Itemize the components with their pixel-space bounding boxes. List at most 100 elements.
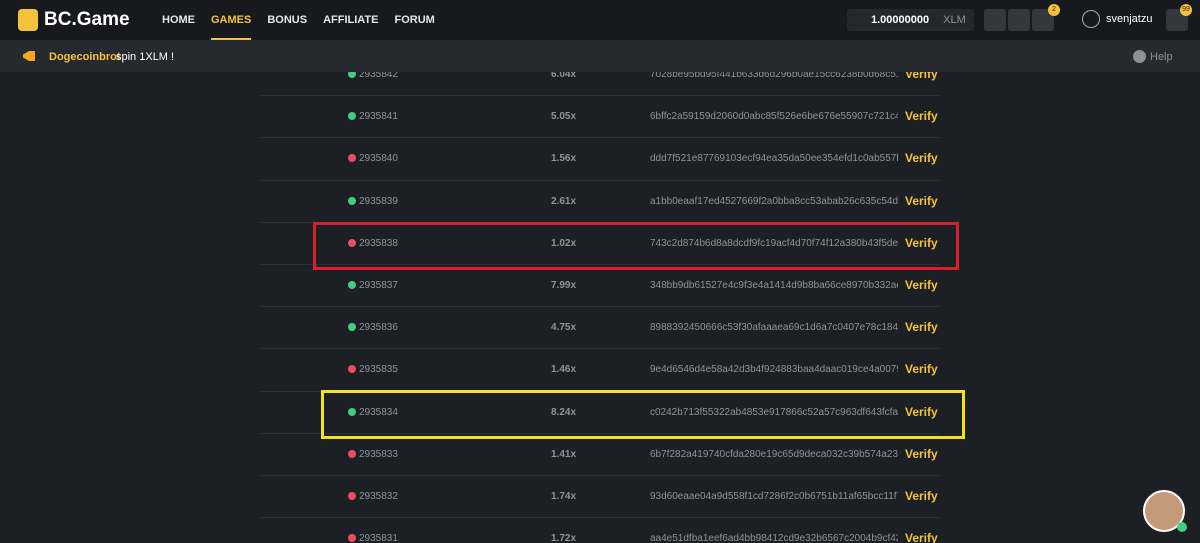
hash: c0242b713f55322ab4853e917866c52a57c963df… <box>650 406 898 418</box>
game-id[interactable]: 2935842 <box>359 72 398 80</box>
header: BC.Game HOME GAMES BONUS AFFILIATE FORUM 1.0… <box>0 0 1200 40</box>
game-id[interactable]: 2935831 <box>359 533 398 543</box>
notification-badge: 2 <box>1048 4 1060 16</box>
status-dot <box>348 112 356 121</box>
announcement-user: Dogecoinbrot <box>49 51 121 63</box>
username: svenjatzu <box>1106 13 1153 25</box>
verify-button[interactable]: Verify <box>905 193 938 208</box>
status-dot <box>348 238 356 247</box>
balance[interactable]: 1.00000000 XLM <box>847 9 974 31</box>
payout: 1.74x <box>551 491 577 502</box>
history-row: 2935839 2.61x a1bb0eaaf17ed4527669f2a0bba8… <box>260 181 940 223</box>
hash: 93d60eaae04a9d558f1cd7286f2c0b6751b11af6… <box>650 491 898 502</box>
history-row: 2935836 4.75x 8988392450666c53f30afaaaea69… <box>260 307 940 350</box>
verify-button[interactable]: Verify <box>905 72 938 81</box>
verify-button[interactable]: Verify <box>905 362 938 377</box>
status-dot <box>348 72 356 78</box>
payout: 1.72x <box>551 533 577 543</box>
history-row: 2935835 1.46x 9e4d6546d4e58a42d3b4f924883b… <box>260 349 940 392</box>
game-id[interactable]: 2935836 <box>359 322 398 334</box>
status-dot <box>348 492 356 500</box>
game-id[interactable]: 2935832 <box>359 491 398 502</box>
status-dot <box>348 323 356 332</box>
verify-button[interactable]: Verify <box>905 320 938 335</box>
hash: 7028be95bd95f441b633d6d296b0ae15cc6238b0… <box>650 72 898 80</box>
game-id[interactable]: 2935833 <box>359 448 398 460</box>
logo[interactable]: BC.Game <box>18 9 130 31</box>
game-id[interactable]: 2935838 <box>359 237 398 249</box>
user-menu[interactable]: svenjatzu <box>1082 10 1152 28</box>
history-row: 2935840 1.56x ddd7f521e87769103ecf94ea35da… <box>260 138 940 181</box>
game-id[interactable]: 2935839 <box>359 195 398 207</box>
hash: 6b7f282a419740cfda280e19c65d9deca032c39b… <box>650 448 898 460</box>
mail-button[interactable] <box>1032 9 1054 31</box>
nav-item[interactable]: AFFILIATE <box>323 14 379 26</box>
verify-button[interactable]: Verify <box>905 151 938 166</box>
payout: 1.41x <box>551 448 577 460</box>
verify-button[interactable]: Verify <box>905 278 938 292</box>
highlight-box <box>321 390 965 439</box>
payout: 2.61x <box>551 195 577 207</box>
status-dot <box>348 534 356 543</box>
status-dot <box>348 196 356 205</box>
nav-item[interactable]: FORUM <box>394 14 435 26</box>
history-row: 2935841 5.05x 6bffc2a59159d2060d0abc85f526… <box>260 96 940 139</box>
payout: 6.04x <box>551 72 577 80</box>
speaker-icon <box>23 51 35 61</box>
history-row: 2935833 1.41x 6b7f282a419740cfda280e19c65d… <box>260 434 940 476</box>
highlight-box <box>313 222 959 270</box>
history-row: 2935831 1.72x aa4e51dfba1eef6ad4bb98412cd9… <box>260 518 940 543</box>
status-dot <box>348 281 356 289</box>
wallet-button[interactable] <box>984 9 1006 31</box>
verify-button[interactable]: Verify <box>905 235 938 250</box>
hash: 743c2d874b6d8a8dcdf9fc19acf4d70f74f12a38… <box>650 237 898 249</box>
payout: 5.05x <box>551 111 577 123</box>
history-row: 2935838 1.02x 743c2d874b6d8a8dcdf9fc19acf4… <box>260 223 940 265</box>
currency: XLM <box>943 14 966 26</box>
bell-button[interactable] <box>1008 9 1030 31</box>
hash: a1bb0eaaf17ed4527669f2a0bba8cc53abab26c6… <box>650 195 898 207</box>
game-id[interactable]: 2935837 <box>359 280 398 291</box>
nav-item[interactable]: HOME <box>162 14 195 26</box>
game-id[interactable]: 2935834 <box>359 406 398 418</box>
hash: ddd7f521e87769103ecf94ea35da50ee354efd1c… <box>650 153 898 165</box>
payout: 7.99x <box>551 280 577 291</box>
hash: 6bffc2a59159d2060d0abc85f526e6be676e5590… <box>650 111 898 123</box>
status-dot <box>348 407 356 416</box>
verify-button[interactable]: Verify <box>905 109 938 124</box>
balance-amount: 1.00000000 <box>871 14 930 26</box>
history-row: 2935842 6.04x 7028be95bd95f441b633d6d296b0… <box>260 72 940 97</box>
hash: 8988392450666c53f30afaaaea69c1d6a7c0407e… <box>650 322 898 334</box>
nav-item[interactable]: GAMES <box>211 0 252 40</box>
verify-button[interactable]: Verify <box>905 404 938 419</box>
game-id[interactable]: 2935840 <box>359 153 398 165</box>
help-link[interactable]: Help <box>1150 51 1173 63</box>
logo-text: BC.Game <box>44 9 130 30</box>
history-table: 2935842 6.04x 7028be95bd95f441b633d6d296b0… <box>0 72 1200 543</box>
history-row: 2935837 7.99x 348bb9db61527e4c9f3e4a1414d9… <box>260 265 940 308</box>
verify-button[interactable]: Verify <box>905 446 938 461</box>
verify-button[interactable]: Verify <box>905 489 938 503</box>
status-dot <box>348 154 356 163</box>
nav-item[interactable]: BONUS <box>267 14 308 26</box>
game-id[interactable]: 2935835 <box>359 364 398 376</box>
hash: 9e4d6546d4e58a42d3b4f924883baa4daac019ce… <box>650 364 898 376</box>
payout: 8.24x <box>551 406 577 418</box>
announcement-text: spin 1XLM ! <box>116 51 175 63</box>
support-avatar[interactable] <box>1143 490 1187 532</box>
hash: 348bb9db61527e4c9f3e4a1414d9b8ba66ce8970… <box>650 280 898 291</box>
nav: HOME GAMES BONUS AFFILIATE FORUM <box>162 0 435 40</box>
history-row: 2935834 8.24x c0242b713f55322ab4853e917866… <box>260 392 940 434</box>
history-row: 2935832 1.74x 93d60eaae04a9d558f1cd7286f2c… <box>260 476 940 519</box>
payout: 1.02x <box>551 237 577 249</box>
announcement: Dogecoinbrot spin 1XLM ! Help <box>0 40 1200 72</box>
verify-button[interactable]: Verify <box>905 531 938 543</box>
help-icon[interactable] <box>1133 50 1146 63</box>
game-id[interactable]: 2935841 <box>359 111 398 123</box>
chat-badge: 99 <box>1180 4 1192 16</box>
status-dot <box>348 365 356 374</box>
payout: 1.46x <box>551 364 577 376</box>
payout: 1.56x <box>551 153 577 165</box>
hash: aa4e51dfba1eef6ad4bb98412cd9e32b6567c200… <box>650 533 898 543</box>
